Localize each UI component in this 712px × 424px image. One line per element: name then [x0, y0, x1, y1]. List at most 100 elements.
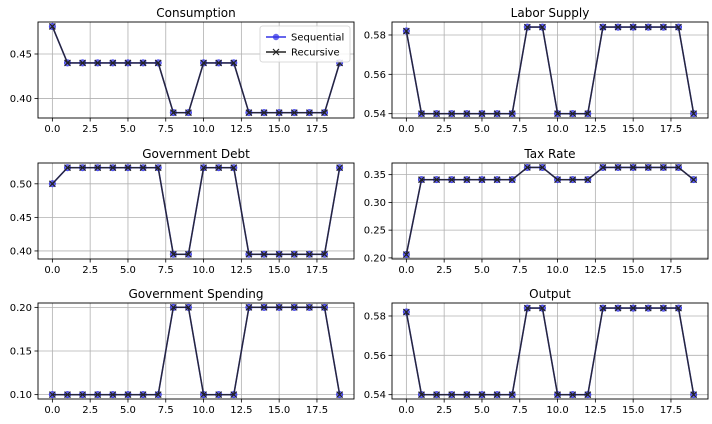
legend-marker-circle	[272, 33, 280, 41]
series-line-recursive	[405, 307, 695, 396]
data-point-recursive	[290, 250, 298, 258]
axes-frame	[391, 162, 709, 260]
y-tick-label: 0.58	[364, 311, 386, 322]
data-point-recursive	[463, 391, 471, 399]
data-point-recursive	[599, 304, 607, 312]
data-point-recursive	[675, 304, 682, 312]
x-tick-label: 17.5	[306, 405, 328, 416]
data-point-recursive	[402, 308, 410, 316]
data-point-recursive	[448, 176, 456, 184]
data-point-recursive	[154, 164, 162, 172]
x-tick-label: 2.5	[82, 124, 98, 135]
legend-label: Recursive	[291, 48, 340, 59]
x-tick-label: 5.0	[120, 265, 136, 276]
data-point-recursive	[260, 250, 268, 258]
axes-frame	[37, 21, 355, 119]
data-point-recursive	[245, 109, 253, 117]
x-tick-label: 15.0	[268, 124, 290, 135]
x-tick-label: 10.0	[546, 124, 568, 135]
data-point-recursive	[275, 250, 283, 258]
data-point-recursive	[644, 23, 652, 31]
data-point-recursive	[64, 164, 71, 172]
y-tick-label: 0.20	[364, 253, 386, 264]
data-point-recursive	[493, 391, 501, 399]
data-point-recursive	[569, 391, 577, 399]
x-tick-label: 10.0	[546, 405, 568, 416]
x-tick-label: 10.0	[192, 265, 214, 276]
data-point-recursive	[321, 303, 328, 311]
legend: Sequential Recursive	[259, 25, 351, 63]
data-point-recursive	[200, 391, 207, 399]
data-point-recursive	[402, 27, 410, 35]
data-point-recursive	[402, 251, 410, 258]
data-point-recursive	[124, 164, 132, 172]
data-point-recursive	[230, 164, 238, 172]
axes-frame	[391, 21, 709, 119]
data-point-recursive	[154, 391, 162, 399]
data-point-recursive	[659, 304, 667, 312]
chart-panel-6: 0.0 2.5 5.0 7.5 10.0 12.5 15.0 17.5 0.54 0.56 0.58…	[364, 287, 709, 416]
y-tick-label: 0.40	[10, 94, 32, 105]
x-tick-label: 12.5	[230, 265, 252, 276]
y-tick-label: 0.20	[10, 303, 32, 314]
data-point-recursive	[523, 164, 531, 171]
data-point-recursive	[569, 176, 577, 184]
chart-panel-2: 0.0 2.5 5.0 7.5 10.0 12.5 15.0 17.5 0.54 0.56 0.58…	[364, 6, 709, 135]
data-point-recursive	[554, 110, 561, 118]
y-tick-label: 0.54	[364, 109, 386, 120]
series-line-recursive	[52, 306, 341, 396]
x-tick-label: 15.0	[268, 265, 290, 276]
data-point-recursive	[690, 391, 698, 399]
data-point-recursive	[275, 109, 283, 117]
data-point-recursive	[675, 23, 682, 31]
data-point-recursive	[584, 110, 592, 118]
data-point-recursive	[154, 59, 162, 67]
x-tick-label: 0.0	[398, 265, 414, 276]
data-point-recursive	[245, 250, 253, 258]
x-tick-label: 10.0	[546, 265, 568, 276]
x-tick-label: 10.0	[192, 405, 214, 416]
data-point-recursive	[290, 303, 298, 311]
data-point-recursive	[584, 391, 592, 399]
x-tick-label: 7.5	[158, 124, 174, 135]
axes-frame	[37, 162, 355, 260]
x-tick-label: 2.5	[436, 405, 452, 416]
data-point-recursive	[493, 176, 501, 184]
data-point-recursive	[321, 109, 328, 117]
x-tick-label: 17.5	[306, 265, 328, 276]
data-point-recursive	[523, 23, 531, 31]
data-point-recursive	[94, 391, 102, 399]
x-tick-label: 12.5	[230, 405, 252, 416]
chart-panel-3: 0.0 2.5 5.0 7.5 10.0 12.5 15.0 17.5 0.40 0.45 0.50…	[10, 147, 355, 276]
series-line-recursive	[405, 26, 695, 115]
data-point-recursive	[508, 110, 516, 118]
y-tick-label: 0.54	[364, 390, 386, 401]
data-point-recursive	[659, 23, 667, 31]
data-point-recursive	[139, 59, 147, 67]
data-point-recursive	[169, 303, 177, 311]
data-point-recursive	[200, 164, 207, 172]
data-point-recursive	[493, 110, 501, 118]
data-point-recursive	[321, 250, 328, 258]
x-tick-label: 15.0	[622, 265, 644, 276]
data-point-recursive	[185, 250, 192, 258]
x-tick-label: 12.5	[584, 405, 606, 416]
data-point-recursive	[614, 23, 622, 31]
axes-frame	[391, 302, 709, 400]
x-tick-label: 0.0	[44, 124, 60, 135]
data-point-recursive	[260, 303, 268, 311]
data-point-recursive	[79, 59, 87, 67]
x-tick-label: 7.5	[512, 265, 528, 276]
y-tick-label: 0.45	[10, 50, 32, 61]
data-point-recursive	[463, 176, 471, 184]
chart-panel-1: 0.0 2.5 5.0 7.5 10.0 12.5 15.0 17.5 0.40 0.45 Cons…	[10, 6, 355, 135]
y-tick-label: 0.58	[364, 30, 386, 41]
data-point-recursive	[139, 391, 147, 399]
legend-label: Sequential	[291, 33, 344, 44]
data-point-recursive	[675, 164, 682, 171]
data-point-recursive	[629, 23, 637, 31]
data-point-recursive	[629, 304, 637, 312]
x-tick-label: 0.0	[398, 405, 414, 416]
y-tick-label: 0.30	[364, 198, 386, 209]
chart-title: Labor Supply	[511, 6, 590, 20]
